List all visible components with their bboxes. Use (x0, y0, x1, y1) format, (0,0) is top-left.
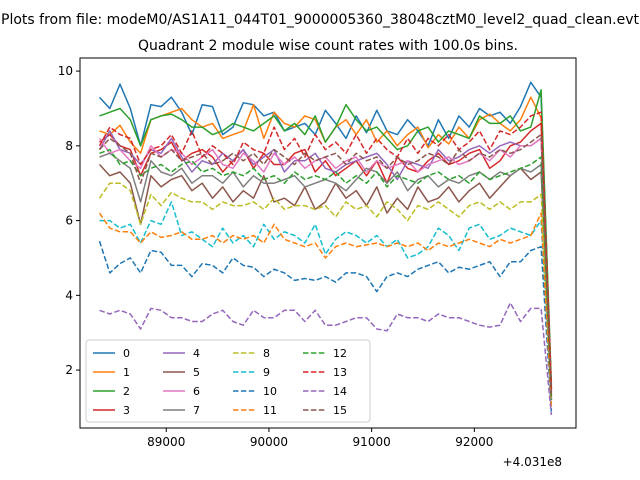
legend-label-8: 8 (263, 347, 270, 360)
series-line-0 (98, 81, 553, 389)
legend-label-11: 11 (263, 404, 277, 417)
series-line-8 (98, 182, 553, 401)
legend-label-9: 9 (263, 366, 270, 379)
axes-frame (79, 57, 577, 429)
x-tick-label: 89000 (147, 435, 185, 449)
series-layer (98, 81, 553, 415)
legend-label-1: 1 (123, 366, 130, 379)
legend-label-4: 4 (193, 347, 200, 360)
legend-label-14: 14 (333, 385, 347, 398)
y-tick-label: 4 (65, 288, 73, 302)
series-line-12 (99, 148, 553, 401)
x-axis: 89000 90000 91000 92000 (147, 428, 493, 449)
series-line-10 (98, 240, 553, 412)
series-line-15 (98, 133, 553, 397)
legend-label-2: 2 (123, 385, 130, 398)
y-tick-label: 8 (65, 139, 73, 153)
series-line-4 (98, 130, 553, 401)
series-line-3 (99, 122, 553, 393)
y-tick-label: 2 (65, 363, 73, 377)
legend-label-12: 12 (333, 347, 347, 360)
x-tick-label: 92000 (455, 435, 493, 449)
legend-label-3: 3 (123, 404, 130, 417)
series-line-14 (99, 302, 553, 415)
series-line-2 (99, 89, 553, 386)
legend-label-7: 7 (193, 404, 200, 417)
legend-label-0: 0 (123, 347, 130, 360)
series-line-11 (98, 212, 553, 408)
legend-label-13: 13 (333, 366, 347, 379)
legend-box (85, 339, 371, 423)
series-line-9 (99, 201, 553, 404)
series-line-5 (98, 163, 553, 397)
chart-title: Quadrant 2 module wise count rates with … (138, 38, 518, 54)
series-line-13 (98, 111, 553, 389)
y-tick-label: 6 (65, 214, 73, 228)
legend-label-10: 10 (263, 385, 277, 398)
y-tick-label: 10 (58, 64, 73, 78)
legend-label-5: 5 (193, 366, 200, 379)
legend-label-15: 15 (333, 404, 347, 417)
x-tick-label: 90000 (250, 435, 288, 449)
x-tick-label: 91000 (353, 435, 391, 449)
x-offset-label: +4.031e8 (503, 455, 562, 469)
figure-suptitle: Plots from file: modeM0/AS1A11_044T01_90… (1, 12, 639, 28)
y-axis: 2 4 6 8 10 (58, 64, 80, 377)
legend-label-6: 6 (193, 385, 200, 398)
